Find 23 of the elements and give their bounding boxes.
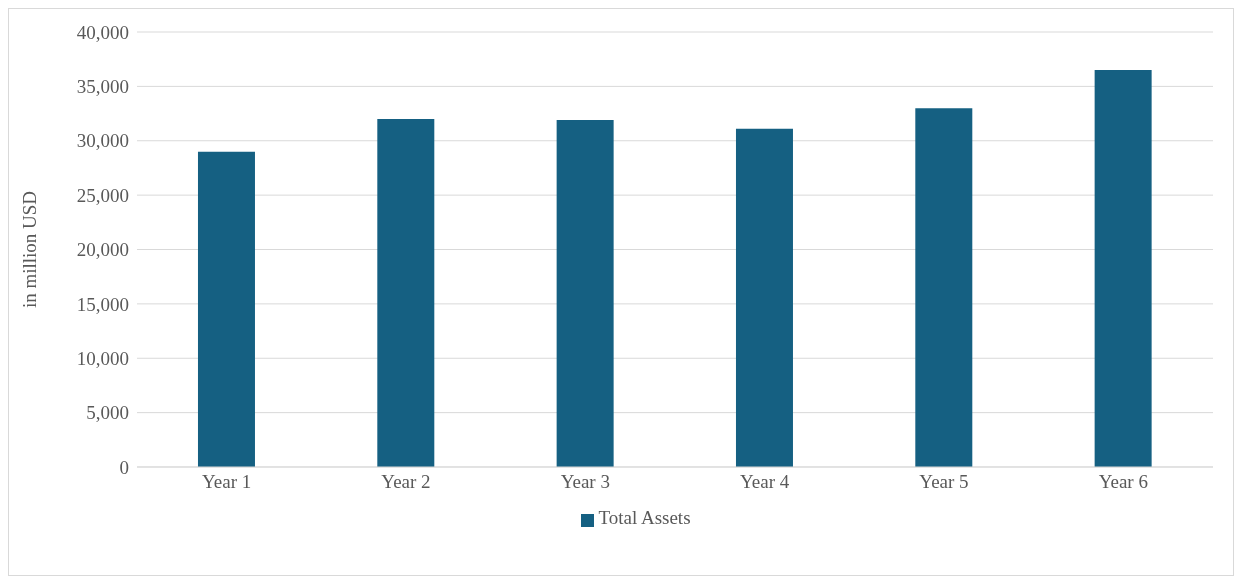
y-tick-label: 25,000 [76,184,129,206]
y-tick-label: 15,000 [76,293,129,315]
bar [197,151,255,467]
y-tick-label: 20,000 [76,239,129,261]
y-axis-title: in million USD [18,190,40,309]
bar [915,108,973,467]
y-tick-label: 10,000 [76,347,129,369]
y-tick-label: 5,000 [86,402,129,424]
x-tick-label: Year 3 [560,471,610,493]
x-tick-label: Year 1 [202,471,252,493]
x-tick-label: Year 6 [1098,471,1148,493]
x-tick-label: Year 5 [919,471,969,493]
y-tick-label: 0 [119,456,129,478]
y-tick-label: 30,000 [76,130,129,152]
legend-label: Total Assets [598,507,691,528]
bar [1094,70,1152,467]
x-tick-label: Year 4 [740,471,790,493]
bar [377,119,435,467]
bar [556,120,614,467]
y-tick-label: 40,000 [76,21,129,43]
y-tick-label: 35,000 [76,76,129,98]
x-tick-label: Year 2 [381,471,431,493]
bar [735,128,793,467]
